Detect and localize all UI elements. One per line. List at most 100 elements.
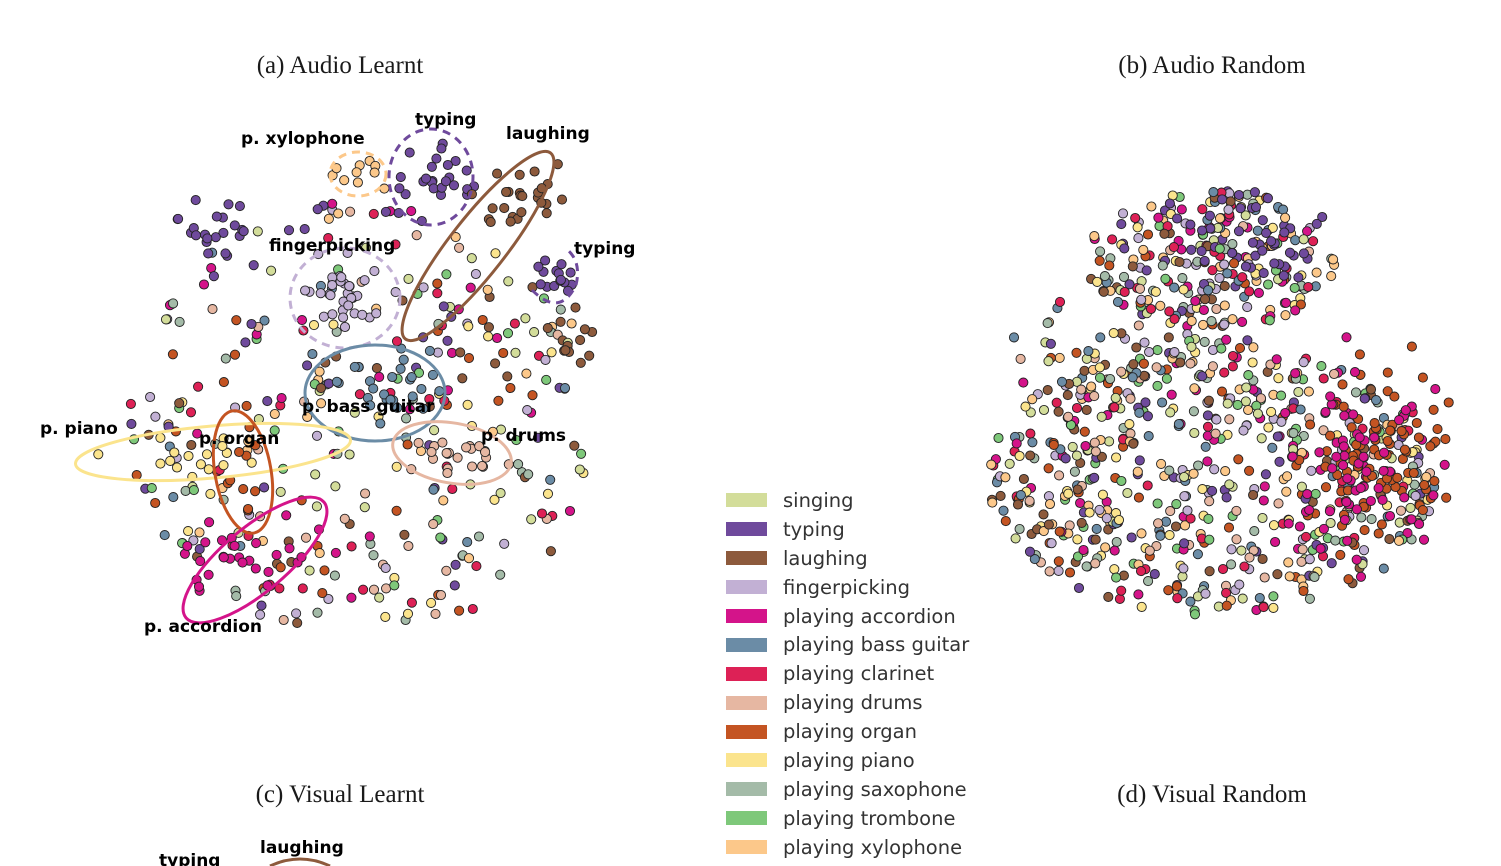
point-playing-drums (1125, 393, 1136, 404)
point-playing-accordion (1428, 490, 1439, 501)
point-playing-drums (1210, 428, 1221, 439)
legend-item: fingerpicking (726, 573, 969, 602)
point-playing-bass-guitar (407, 391, 418, 402)
point-playing-accordion (1320, 406, 1331, 418)
point-playing-accordion (1315, 543, 1326, 554)
point-singing (266, 265, 277, 276)
point-laughing (1038, 509, 1049, 520)
cluster-label-organ: p. organ (199, 429, 279, 449)
point-laughing (1042, 385, 1053, 396)
point-laughing (292, 617, 303, 628)
point-playing-clarinet (1054, 296, 1066, 307)
point-playing-accordion (1384, 510, 1396, 522)
point-playing-xylophone (1281, 486, 1292, 497)
point-playing-clarinet (1071, 402, 1083, 414)
point-typing (450, 155, 461, 167)
point-fingerpicking (371, 308, 382, 319)
point-laughing (1025, 450, 1036, 461)
point-playing-saxophone (1288, 428, 1299, 439)
point-typing (1199, 255, 1210, 266)
point-playing-clarinet (1142, 480, 1153, 491)
legend-item: typing (726, 515, 969, 544)
point-playing-organ (234, 446, 245, 458)
point-playing-drums (1015, 353, 1026, 364)
point-singing (330, 481, 341, 492)
point-typing (394, 183, 405, 194)
point-playing-bass-guitar (1192, 549, 1203, 560)
point-playing-clarinet (1244, 286, 1255, 297)
point-playing-organ (1432, 424, 1443, 435)
point-playing-xylophone (323, 213, 334, 224)
point-playing-organ (1221, 600, 1232, 611)
point-laughing (1090, 534, 1101, 545)
point-playing-xylophone (369, 167, 380, 178)
point-playing-trombone (1216, 343, 1227, 354)
point-playing-piano (1113, 514, 1125, 526)
point-playing-organ (1337, 379, 1348, 390)
legend-label: fingerpicking (783, 575, 910, 599)
point-playing-clarinet (1169, 313, 1180, 325)
point-playing-xylophone (333, 208, 344, 219)
point-playing-accordion (271, 549, 282, 560)
point-playing-xylophone (1243, 404, 1254, 416)
point-fingerpicking (1410, 490, 1421, 501)
point-typing (1227, 247, 1238, 259)
point-typing (1250, 250, 1261, 261)
point-typing (1221, 492, 1232, 503)
point-laughing (1163, 332, 1174, 343)
point-playing-xylophone (194, 527, 205, 538)
point-playing-piano (246, 457, 257, 468)
point-fingerpicking (1276, 416, 1287, 427)
point-singing (252, 226, 263, 237)
point-singing (1405, 502, 1416, 513)
point-playing-clarinet (447, 483, 458, 495)
point-typing (1186, 244, 1197, 255)
point-playing-accordion (1270, 536, 1281, 548)
point-playing-accordion (327, 198, 338, 209)
point-playing-accordion (564, 505, 576, 517)
point-playing-piano (1164, 530, 1175, 541)
point-playing-drums (441, 565, 452, 576)
outline-laughing-c (269, 857, 331, 866)
point-laughing (579, 324, 590, 335)
point-laughing (560, 345, 571, 356)
point-laughing (556, 194, 568, 205)
point-typing (440, 176, 451, 187)
point-playing-organ (1233, 454, 1244, 465)
point-playing-clarinet (1116, 585, 1127, 596)
point-playing-clarinet (368, 208, 379, 219)
point-playing-accordion (200, 537, 211, 548)
point-playing-clarinet (323, 233, 334, 244)
point-typing (1298, 248, 1309, 259)
point-playing-piano (171, 462, 183, 473)
point-playing-xylophone (1100, 542, 1111, 553)
point-laughing (399, 529, 410, 540)
point-playing-xylophone (438, 495, 449, 506)
point-typing (190, 230, 202, 241)
point-playing-accordion (1018, 377, 1029, 388)
point-playing-drums (1153, 518, 1164, 529)
point-laughing (1204, 566, 1215, 577)
point-playing-clarinet (1145, 303, 1157, 315)
point-typing (1262, 193, 1273, 204)
point-fingerpicking (255, 609, 266, 620)
point-playing-bass-guitar (1371, 395, 1382, 406)
point-playing-accordion (346, 592, 357, 603)
point-playing-piano (308, 320, 320, 331)
point-typing (1261, 227, 1272, 238)
point-playing-accordion (251, 538, 262, 549)
point-typing (1205, 223, 1216, 234)
point-playing-organ (1305, 419, 1316, 430)
point-playing-clarinet (1237, 272, 1248, 283)
point-typing (240, 337, 251, 348)
point-playing-drums (467, 461, 478, 472)
point-playing-organ (1385, 425, 1396, 436)
point-typing (555, 274, 566, 285)
point-playing-accordion (1338, 441, 1349, 452)
point-playing-xylophone (482, 284, 493, 295)
point-playing-bass-guitar (1083, 346, 1094, 357)
point-playing-saxophone (1111, 536, 1122, 548)
point-playing-accordion (1338, 460, 1349, 471)
point-fingerpicking (1139, 337, 1150, 348)
point-typing (302, 360, 313, 371)
